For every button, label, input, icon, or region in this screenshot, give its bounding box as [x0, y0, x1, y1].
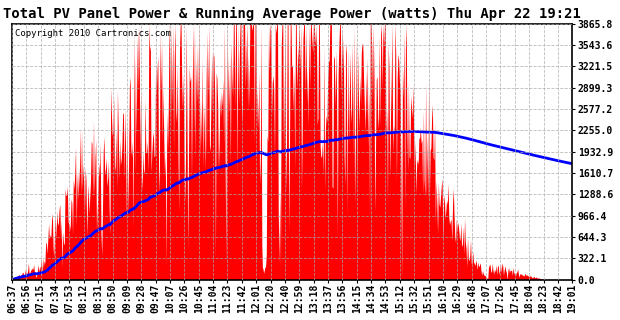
- Text: Copyright 2010 Cartronics.com: Copyright 2010 Cartronics.com: [15, 29, 170, 38]
- Title: Total PV Panel Power & Running Average Power (watts) Thu Apr 22 19:21: Total PV Panel Power & Running Average P…: [3, 7, 581, 21]
